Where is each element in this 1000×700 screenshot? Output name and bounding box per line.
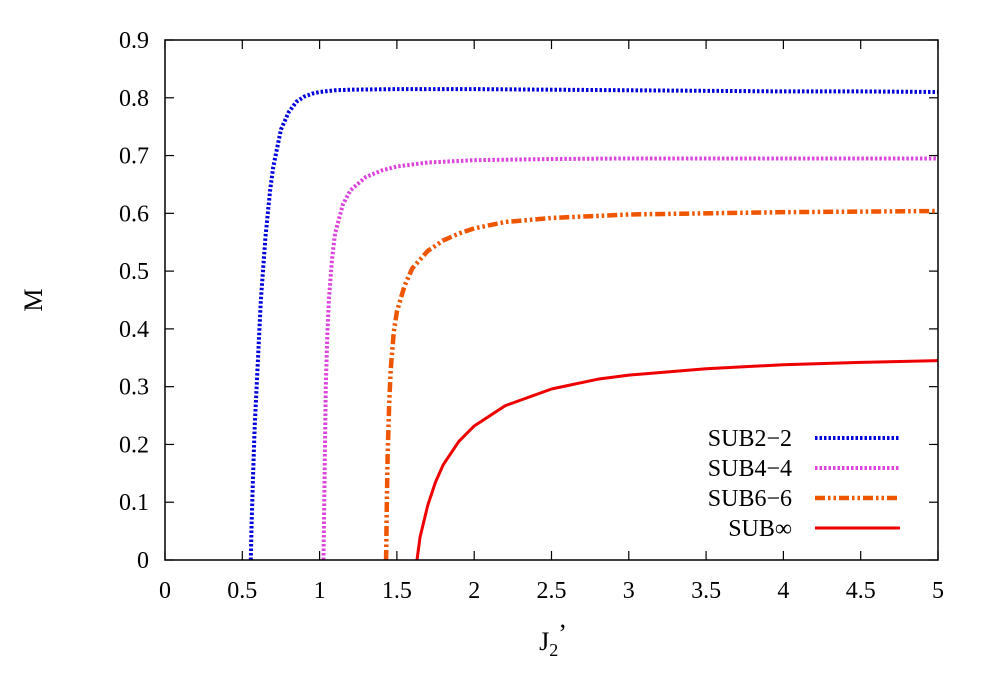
x-axis-label-subscript: 2	[549, 640, 558, 660]
legend-label: SUB6−6	[708, 486, 792, 512]
x-tick-label: 3	[623, 578, 635, 604]
plot-frame	[164, 39, 939, 561]
y-tick-label: 0.1	[119, 490, 149, 516]
legend-label: SUB∞	[728, 516, 792, 542]
y-tick-label: 0	[137, 548, 149, 574]
y-tick-label: 0.6	[119, 201, 149, 227]
series-line-2	[321, 156, 938, 561]
y-tick-label: 0.8	[119, 86, 149, 112]
x-tick-labels: 0 0.5 1 1.5 2 2.5 3 3.5 4 4.5 5	[159, 578, 944, 604]
x-tick-label: 1	[314, 578, 326, 604]
series-layer	[248, 87, 939, 561]
x-tick-label: 5	[932, 578, 944, 604]
y-tick-label: 0.2	[119, 432, 149, 458]
x-tick-label: 3.5	[691, 578, 721, 604]
x-axis-label-main: J	[539, 627, 549, 656]
series-line-4	[415, 359, 939, 561]
y-tick-label: 0.9	[119, 28, 149, 54]
x-axis-label-prime: ’	[558, 619, 567, 648]
y-axis-label: M	[19, 288, 48, 311]
y-tick-label: 0.5	[119, 259, 149, 285]
x-tick-label: 4	[777, 578, 789, 604]
x-tick-label: 2	[468, 578, 480, 604]
y-tick-label: 0.4	[119, 317, 149, 343]
x-tick-label: 1.5	[382, 578, 412, 604]
x-axis-label: J2’	[539, 619, 567, 660]
x-tick-label: 2.5	[537, 578, 567, 604]
series-line-3	[383, 208, 939, 561]
x-tick-label: 0.5	[227, 578, 257, 604]
legend: SUB2−2 SUB4−4 SUB6−6 SUB∞	[708, 426, 900, 542]
y-tick-labels: 0 0.1 0.2 0.3 0.4 0.5 0.6 0.7 0.8 0.9	[119, 28, 149, 574]
legend-label: SUB2−2	[708, 426, 792, 452]
legend-label: SUB4−4	[708, 456, 792, 482]
y-tick-label: 0.3	[119, 375, 149, 401]
y-tick-label: 0.7	[119, 144, 149, 170]
x-tick-label: 0	[159, 578, 171, 604]
axis-ticks	[164, 39, 939, 561]
series-line-1	[248, 87, 939, 561]
x-tick-label: 4.5	[846, 578, 876, 604]
